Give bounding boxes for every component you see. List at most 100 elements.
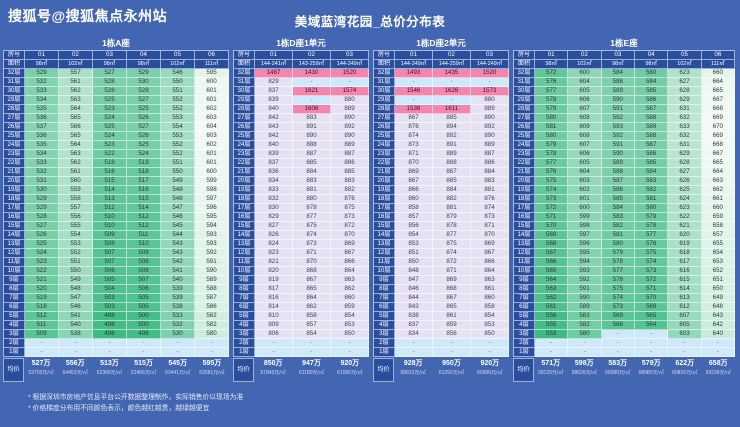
price-cell: 552 <box>161 141 195 150</box>
price-cell: 862 <box>293 303 331 312</box>
floor-label: 32层 <box>4 69 25 78</box>
price-cell: 806 <box>255 330 293 339</box>
floor-label: 11层 <box>514 258 535 267</box>
table-grid: 房号 01 02 03 面积 144-241㎡ 143-259㎡ 144-249㎡ 32层 148… <box>233 50 369 357</box>
price-cell: 587 <box>195 294 229 303</box>
price-cell: 566 <box>535 258 569 267</box>
price-cell: 588 <box>601 168 635 177</box>
price-cell: 579 <box>634 213 669 222</box>
price-cell: - <box>471 348 509 357</box>
price-cell: 557 <box>59 204 93 213</box>
table-grid: 房号 01 02 03 04 05 06 面积 98㎡ 102㎡ 98㎡ 98㎡ 102㎡ 111㎡ 32层… <box>513 50 735 357</box>
average-label: 均价 <box>3 358 24 382</box>
price-cell: 589 <box>601 87 635 96</box>
price-cell: 553 <box>535 330 569 339</box>
price-cell: 875 <box>433 240 471 249</box>
floor-label: 12层 <box>234 249 255 258</box>
floor-label: 8层 <box>4 285 25 294</box>
price-cell: 586 <box>195 303 229 312</box>
price-cell: 527 <box>127 96 161 105</box>
price-cell: - <box>568 339 602 348</box>
col-header: 06 <box>195 51 229 60</box>
price-cell: 625 <box>668 186 702 195</box>
price-cell: - <box>634 348 669 357</box>
area-header: 面积 <box>4 60 25 69</box>
floor-label: 27层 <box>4 114 25 123</box>
price-cell: 652 <box>701 267 735 276</box>
price-cell: 873 <box>331 213 369 222</box>
floor-label: 9层 <box>234 276 255 285</box>
floor-label: 9层 <box>514 276 535 285</box>
price-cell: 824 <box>255 240 293 249</box>
price-cell: 565 <box>59 132 93 141</box>
price-cell: 868 <box>433 285 471 294</box>
price-cell: 627 <box>668 78 702 87</box>
price-cell: 573 <box>634 267 669 276</box>
price-cell: - <box>195 348 229 357</box>
average-cell: 515万 52466元/㎡ <box>127 358 161 382</box>
price-cell: 622 <box>668 213 702 222</box>
price-cell: 600 <box>195 168 229 177</box>
price-cell: 583 <box>634 177 669 186</box>
price-cell: 860 <box>395 195 433 204</box>
price-cell: 543 <box>161 249 195 258</box>
average-row: 均价 850万 57843元/㎡ 947万 61180元/㎡ 920万 61006元/㎡ <box>233 358 369 382</box>
floor-label: 15层 <box>514 222 535 231</box>
price-cell: - <box>668 348 702 357</box>
price-cell: 579 <box>535 141 569 150</box>
price-cell: 568 <box>601 321 635 330</box>
price-cell: 550 <box>59 267 93 276</box>
floor-label: 16层 <box>4 213 25 222</box>
price-cell: 854 <box>331 312 369 321</box>
price-cell: 660 <box>701 69 735 78</box>
floor-label: 8层 <box>374 285 395 294</box>
floor-label: 28层 <box>4 105 25 114</box>
col-header: 02 <box>59 51 93 60</box>
price-cell: 653 <box>701 258 735 267</box>
price-cell: 872 <box>331 222 369 231</box>
price-cell: 591 <box>601 105 635 114</box>
average-total: 571万 <box>541 360 561 367</box>
price-cell: 540 <box>59 321 93 330</box>
price-cell: 890 <box>471 114 509 123</box>
price-cell: 603 <box>668 330 702 339</box>
price-cell: 592 <box>195 249 229 258</box>
price-cell: 496 <box>93 330 127 339</box>
price-cell: 657 <box>701 231 735 240</box>
price-cell: 554 <box>59 231 93 240</box>
price-cell: 605 <box>668 321 702 330</box>
price-cell: 870 <box>471 231 509 240</box>
price-cell: 599 <box>195 177 229 186</box>
price-cell: 850 <box>395 258 433 267</box>
price-cell: 522 <box>93 150 127 159</box>
price-cell: 575 <box>601 285 635 294</box>
price-cell: 1574 <box>331 87 369 96</box>
price-cell: 505 <box>93 276 127 285</box>
floor-label: 29层 <box>374 96 395 105</box>
price-cell: 555 <box>59 222 93 231</box>
price-cell: 663 <box>701 177 735 186</box>
floor-label: 6层 <box>234 303 255 312</box>
price-cell: - <box>701 339 735 348</box>
col-header: 06 <box>701 51 735 60</box>
price-cell: 523 <box>25 258 59 267</box>
price-cell: 1520 <box>471 69 509 78</box>
price-cell: 853 <box>471 321 509 330</box>
price-cell: 623 <box>668 204 702 213</box>
price-cell: 561 <box>59 78 93 87</box>
price-cell: 834 <box>255 177 293 186</box>
price-cell: 871 <box>395 150 433 159</box>
price-cell: 549 <box>59 276 93 285</box>
floor-label: 31层 <box>234 78 255 87</box>
area-cell: 144-249㎡ <box>395 60 433 69</box>
price-cell: 564 <box>535 276 569 285</box>
price-cell: - <box>535 339 569 348</box>
price-cell: 829 <box>255 78 293 87</box>
floor-label: 26层 <box>514 123 535 132</box>
price-cell: 1538 <box>395 105 433 114</box>
floor-label: 8层 <box>234 285 255 294</box>
price-cell: 589 <box>195 276 229 285</box>
price-cell: 832 <box>255 195 293 204</box>
average-total: 513万 <box>100 360 119 367</box>
floor-label: 6层 <box>4 303 25 312</box>
